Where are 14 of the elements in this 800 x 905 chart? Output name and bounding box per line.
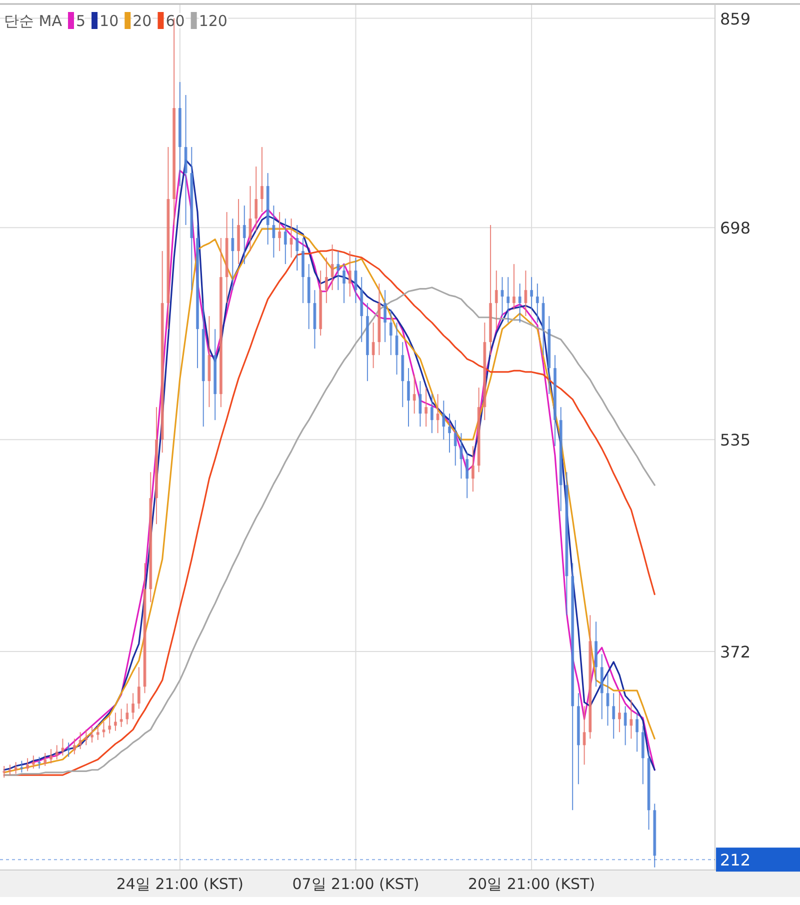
x-tick-label: 24일 21:00 (KST) [116,875,244,893]
legend-title: 단순 MA [4,12,63,30]
ref-line-label: 212 [720,850,751,870]
legend-label: 120 [198,12,228,30]
y-tick-label: 859 [720,9,751,28]
y-tick-label: 535 [720,430,751,450]
legend-label: 5 [76,12,86,30]
y-tick-label: 698 [720,218,751,238]
x-tick-label: 07일 21:00 (KST) [292,875,420,893]
ref-line: 212 [0,848,800,872]
x-tick-label: 20일 21:00 (KST) [468,875,596,893]
legend-label: 20 [132,12,152,30]
legend-label: 10 [100,12,119,30]
y-tick-label: 372 [720,642,751,662]
